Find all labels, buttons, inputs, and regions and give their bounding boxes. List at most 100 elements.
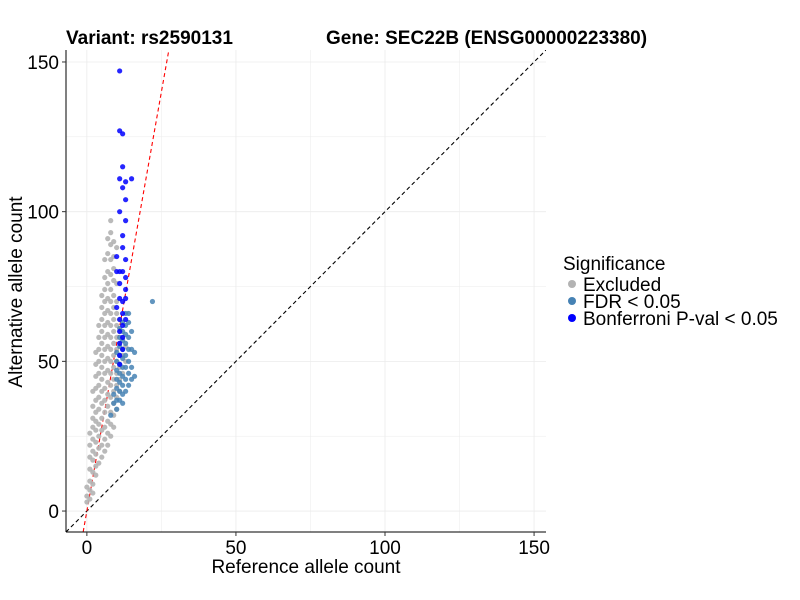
data-point (96, 460, 102, 466)
data-point (99, 364, 105, 370)
data-point (120, 164, 126, 170)
data-point (105, 280, 111, 287)
x-tick-label: 0 (82, 538, 93, 559)
data-point (117, 316, 123, 323)
legend-key (568, 297, 576, 305)
series-2 (114, 68, 135, 367)
data-point (102, 424, 108, 430)
data-point (105, 403, 111, 409)
data-point (96, 406, 102, 412)
data-point (108, 433, 114, 439)
data-point (93, 427, 99, 433)
data-point (123, 256, 129, 263)
data-point (117, 352, 123, 358)
series-1 (108, 298, 156, 418)
data-point (90, 457, 96, 463)
data-point (117, 361, 123, 367)
data-point (99, 316, 105, 323)
data-point (108, 230, 114, 236)
data-point (111, 424, 117, 430)
legend-key (568, 280, 576, 288)
data-point (117, 209, 123, 215)
data-point (123, 218, 129, 224)
data-point (111, 316, 117, 323)
data-point (128, 176, 135, 182)
data-point (108, 358, 114, 364)
data-point (114, 268, 120, 275)
legend-label: FDR < 0.05 (583, 292, 681, 313)
data-point (93, 439, 99, 445)
data-point (108, 310, 114, 317)
data-point (99, 376, 105, 382)
data-point (99, 328, 105, 335)
data-point (123, 316, 129, 323)
data-point (96, 433, 102, 439)
data-point (96, 358, 102, 364)
identity-line (66, 50, 546, 532)
data-point (114, 304, 120, 311)
data-point (102, 397, 108, 403)
data-point (114, 244, 120, 251)
data-point (126, 310, 132, 317)
data-point (131, 349, 138, 355)
data-point (87, 430, 93, 436)
x-tick-label: 150 (518, 538, 550, 559)
data-point (123, 364, 129, 370)
fit-line (82, 50, 170, 532)
data-point (105, 236, 111, 242)
data-point (108, 370, 114, 376)
data-point (96, 322, 102, 329)
data-point (108, 218, 114, 224)
data-point (105, 250, 111, 257)
reference-lines (66, 50, 546, 532)
data-point (123, 352, 129, 358)
chart-title-variant: Variant: rs2590131 (66, 28, 233, 49)
data-point (96, 382, 102, 388)
chart-title-gene: Gene: SEC22B (ENSG00000223380) (326, 28, 647, 49)
data-point (117, 280, 123, 287)
data-point (90, 490, 96, 496)
data-point (93, 451, 99, 457)
data-point (108, 322, 114, 329)
data-point (96, 394, 102, 400)
data-point (108, 382, 114, 388)
data-point (87, 496, 93, 502)
data-point (120, 400, 126, 406)
legend-label: Bonferroni P-val < 0.05 (583, 309, 778, 330)
y-tick-label: 0 (48, 502, 59, 523)
data-point (117, 176, 123, 182)
x-axis-title: Reference allele count (211, 557, 401, 578)
data-point (102, 286, 108, 293)
x-tick-label: 50 (225, 538, 246, 559)
y-tick-label: 150 (27, 53, 59, 74)
data-point (102, 448, 108, 454)
data-point (99, 415, 105, 421)
data-point (120, 382, 126, 388)
data-points (84, 68, 156, 505)
data-point (105, 442, 111, 448)
legend-key (568, 314, 576, 322)
data-point (126, 334, 132, 341)
legend-title: Significance (563, 254, 665, 275)
data-point (123, 197, 129, 203)
data-point (120, 185, 126, 191)
data-point (111, 239, 117, 245)
data-point (99, 292, 105, 299)
data-point (114, 406, 120, 412)
data-point (126, 358, 132, 364)
data-point (149, 298, 156, 305)
data-point (108, 412, 114, 418)
data-point (123, 179, 129, 185)
data-point (108, 334, 114, 341)
data-point (111, 391, 117, 397)
data-point (123, 295, 129, 302)
data-point (102, 274, 108, 281)
y-axis-title: Alternative allele count (6, 196, 27, 388)
data-point (117, 328, 123, 335)
data-point (114, 253, 120, 260)
data-point (99, 454, 105, 460)
data-point (111, 340, 117, 346)
y-axis-ticks: 0 50 100 150 (27, 53, 66, 523)
axes (65, 50, 546, 533)
data-point (126, 370, 132, 376)
